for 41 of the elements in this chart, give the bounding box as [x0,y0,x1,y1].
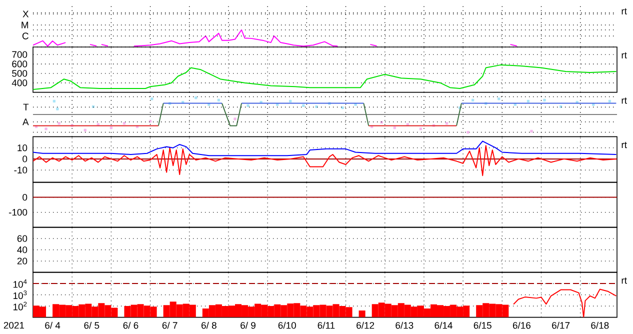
y-tick-label: 60 [17,235,28,242]
y-tick-label: 40 [17,246,28,254]
x-tick-label: 6/17 [552,322,570,329]
y-tick-label: 10$^{4}$ [13,279,27,288]
y-tick-label: 0 [22,194,28,201]
text: rt [622,8,627,14]
x-tick-label: 6/11 [318,322,335,329]
x-tick-label: 6/15 [474,322,492,329]
y-tick-label: 0 [22,156,28,162]
text: T [23,104,29,110]
y-tick-label: 400 [12,80,28,86]
text: rt [622,142,627,148]
x-tick-label: 6/ 5 [84,322,100,329]
x-tick-label: 6/10 [278,322,296,329]
y-tick-label: -10 [14,166,28,174]
y-tick-label: 700 [12,51,28,58]
text: M [22,22,28,28]
y-tick-label: 10$^{2}$ [13,302,27,310]
y-tick-label: 600 [12,60,28,68]
x-tick-label: 6/13 [396,322,414,329]
x-tick-label: 6/ 4 [45,322,60,329]
y-tick-label: 20 [17,258,28,264]
y-tick-label: 500 [12,70,28,77]
y-tick-label: 10 [18,144,28,152]
x-tick-label: 6/ 8 [202,322,216,329]
text: rt [622,97,627,104]
x-tick-label: 6/ 7 [162,322,178,329]
x-tick-label: 6/18 [591,322,609,329]
y-tick-label: -100 [8,208,28,216]
x-tick-label: 6/16 [512,322,530,329]
x-tick-label: 6/12 [356,322,374,329]
x-axis-title: 2021 [4,322,24,329]
text: rt [622,277,627,284]
x-tick-label: 6/ 9 [240,322,256,329]
y-tick-label: 10$^{3}$ [13,290,27,300]
text: A [22,118,29,126]
x-tick-label: 6/ 6 [123,322,138,329]
text: rt [622,52,627,58]
x-tick-label: 6/14 [434,322,452,329]
text: C [22,32,28,40]
text: X [22,10,29,18]
